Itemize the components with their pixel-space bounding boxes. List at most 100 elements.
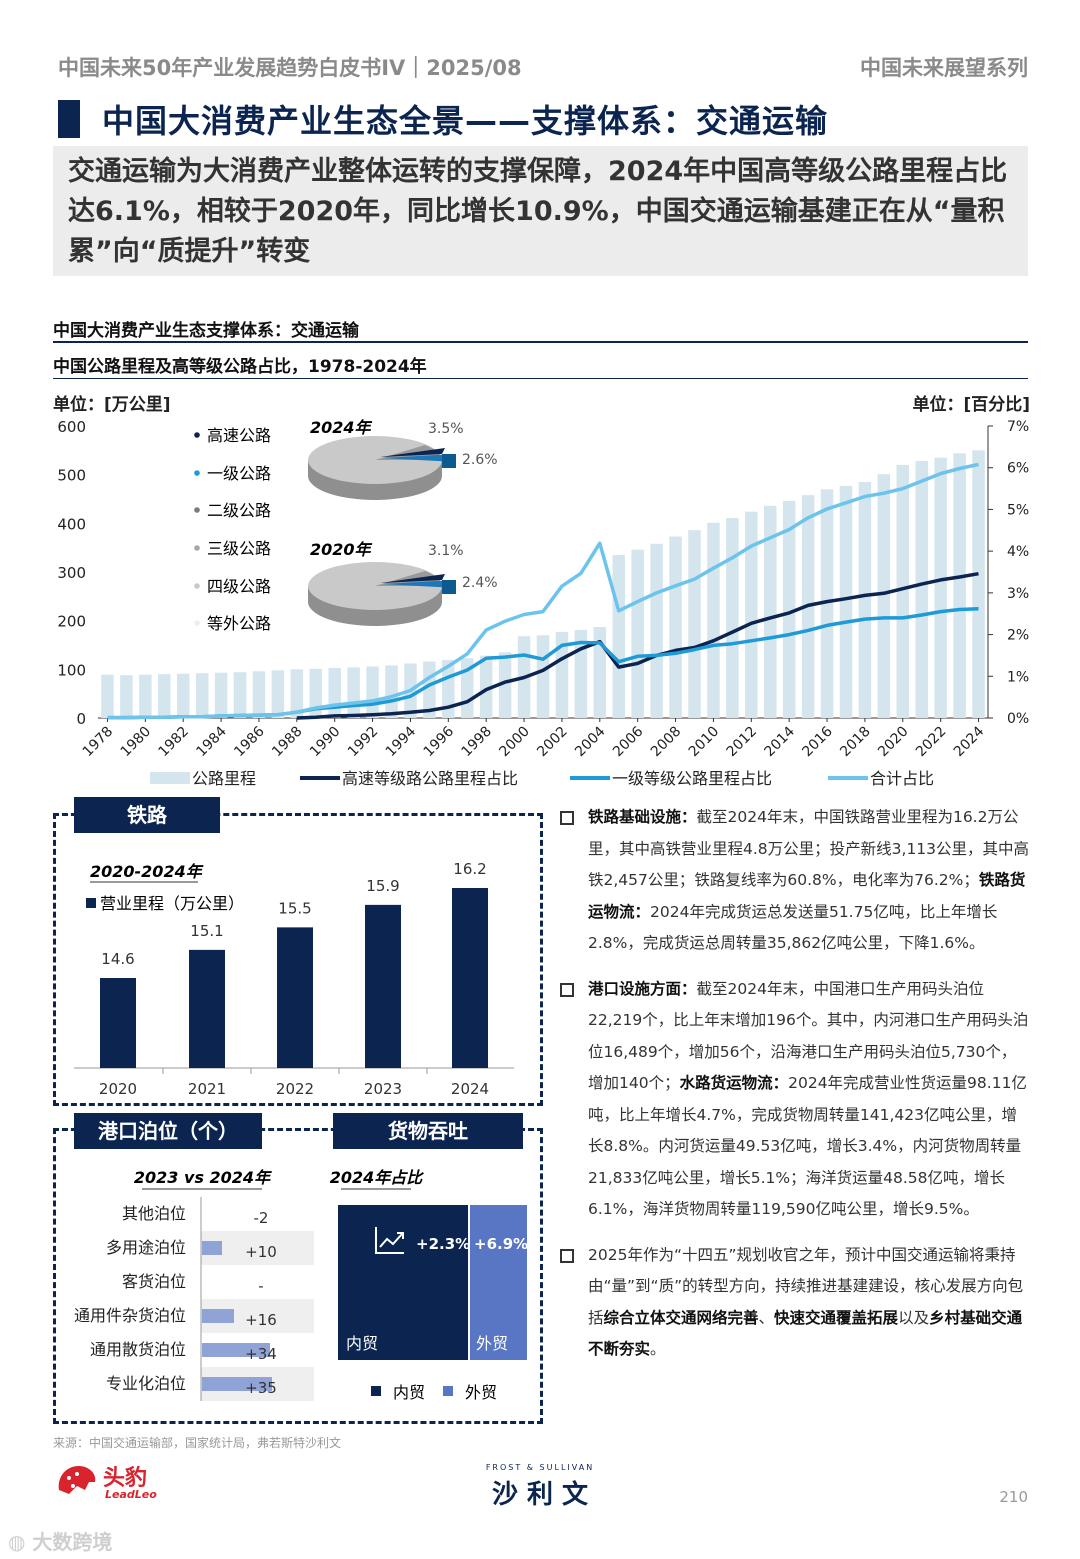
- rail-legend-label: 营业里程（万公里）: [100, 894, 244, 913]
- y-tick-label: 200: [57, 613, 86, 631]
- y-tick-label: 300: [57, 564, 86, 582]
- road-bar: [915, 461, 928, 718]
- unit-right: 单位：[百分比]: [912, 395, 1030, 415]
- page-title: 中国大消费产业生态全景——支撑体系：交通运输: [102, 102, 829, 140]
- rail-bar: [452, 888, 488, 1068]
- x-tick-label: 2010: [686, 724, 723, 761]
- road-bar: [139, 674, 152, 718]
- road-bar: [555, 631, 569, 718]
- x-tick-label: 2024: [951, 723, 988, 760]
- legend-label: 高速等级路公路里程占比: [342, 769, 518, 788]
- road-bar: [479, 655, 493, 718]
- road-bar: [233, 672, 247, 718]
- summary-text: 交通运输为大消费产业整体运转的支撑保障，2024年中国高等级公路里程占比达6.1…: [68, 156, 1008, 267]
- series-line: [296, 571, 979, 720]
- road-bar: [877, 474, 891, 718]
- road-bar: [631, 549, 644, 718]
- pie-legend-item: 二级公路: [207, 501, 271, 520]
- port-bar: [202, 1343, 270, 1357]
- y-tick-label: 5%: [1007, 502, 1029, 518]
- port-bar: [202, 1377, 272, 1391]
- pie-value-label: 3.5%: [428, 421, 464, 437]
- rail-category-label: 2020: [99, 1080, 137, 1098]
- x-tick-label: 2018: [837, 724, 874, 761]
- summary-box: [53, 146, 1028, 276]
- port-value-label: -2: [254, 1209, 269, 1227]
- road-bar: [366, 666, 379, 718]
- rail-category-label: 2023: [364, 1080, 402, 1098]
- road-bar: [726, 517, 739, 718]
- pie-legend-item: 一级公路: [207, 464, 271, 483]
- port-bar: [202, 1241, 222, 1255]
- road-bar: [214, 672, 228, 718]
- road-bar: [195, 673, 209, 718]
- road-bar: [252, 671, 266, 718]
- road-bar: [858, 481, 872, 718]
- x-tick-label: 1998: [459, 724, 496, 761]
- rail-value-label: 15.5: [278, 899, 311, 917]
- road-bar: [669, 536, 682, 718]
- series-line: [107, 462, 979, 720]
- rail-value-label: 14.6: [101, 950, 134, 968]
- cargo-chart: 2024年占比 +2.3% +6.9% 内贸 外贸 内贸 外贸: [330, 1168, 528, 1402]
- port-category-label: 客货泊位: [122, 1272, 186, 1291]
- legend-label: 公路里程: [192, 769, 256, 788]
- port-panel: [53, 1128, 543, 1424]
- pie-year-label: 2024年: [310, 418, 373, 437]
- road-bar: [745, 511, 758, 718]
- x-tick-label: 2016: [799, 723, 836, 760]
- checkbox-icon: [560, 982, 574, 997]
- x-tick-label: 2020: [875, 724, 912, 761]
- rail-bar: [189, 949, 225, 1068]
- road-bar: [120, 675, 133, 718]
- road-bar: [385, 665, 398, 718]
- leopard-icon: [58, 1466, 96, 1494]
- road-bar: [176, 673, 190, 718]
- port-value-label: +16: [245, 1311, 277, 1329]
- x-tick-label: 1994: [383, 723, 420, 760]
- y-tick-label: 4%: [1007, 544, 1029, 560]
- y-tick-label: 600: [57, 418, 86, 436]
- road-bar: [498, 652, 512, 718]
- rail-panel: [53, 813, 543, 1106]
- pie-legend: 高速公路 一级公路 二级公路 三级公路 四级公路 等外公路: [194, 426, 271, 633]
- cargo-chart-title: 2024年占比: [330, 1168, 425, 1187]
- y-tick-label: 3%: [1007, 586, 1029, 602]
- section-title: 中国大消费产业生态支撑体系：交通运输: [53, 321, 359, 341]
- unit-left: 单位：[万公里]: [53, 395, 171, 415]
- port-category-label: 通用散货泊位: [90, 1340, 186, 1359]
- x-tick-label: 2002: [534, 724, 571, 761]
- port-value-label: -: [258, 1277, 263, 1295]
- header-right: 中国未来展望系列: [860, 56, 1028, 80]
- x-tick-label: 2004: [572, 723, 609, 760]
- y-tick-label: 500: [57, 467, 86, 485]
- chart-up-icon: [375, 1227, 404, 1254]
- road-bar: [972, 450, 985, 718]
- cargo-bar-foreign: [470, 1205, 527, 1360]
- rail-category-label: 2022: [276, 1080, 314, 1098]
- port-bar: [202, 1309, 234, 1323]
- title-accent-bar: [58, 100, 80, 138]
- checkbox-icon: [560, 1248, 574, 1263]
- road-bar: [763, 505, 777, 718]
- legend-label: 合计占比: [870, 769, 934, 788]
- cargo-bar-domestic: [338, 1205, 468, 1360]
- frost-sullivan-logo: FROST & SULLIVAN 沙 利 文: [485, 1463, 595, 1510]
- source-note: 来源：中国交通运输部，国家统计局，弗若斯特沙利文: [53, 1436, 342, 1450]
- pie-legend-item: 四级公路: [207, 577, 271, 596]
- road-bar: [536, 635, 550, 718]
- bullet-rail: 铁路基础设施：截至2024年末，中国铁路营业里程为16.2万公里，其中高铁营业里…: [560, 802, 1030, 960]
- cargo-tag: 货物吞吐: [333, 1113, 523, 1149]
- legend-swatch: [86, 898, 96, 908]
- pie-2024: 2024年 3.5% 2.6%: [308, 418, 498, 500]
- page-number: 210: [999, 1488, 1028, 1506]
- x-tick-label: 2008: [648, 724, 685, 761]
- watermark: ◍ 大数跨境: [8, 1530, 113, 1554]
- legend-swatch: [150, 772, 190, 784]
- port-value-label: +35: [245, 1379, 277, 1397]
- port-chart-title: 2023 vs 2024年: [134, 1168, 272, 1187]
- road-bar: [101, 674, 114, 718]
- y-tick-label: 0: [76, 710, 86, 728]
